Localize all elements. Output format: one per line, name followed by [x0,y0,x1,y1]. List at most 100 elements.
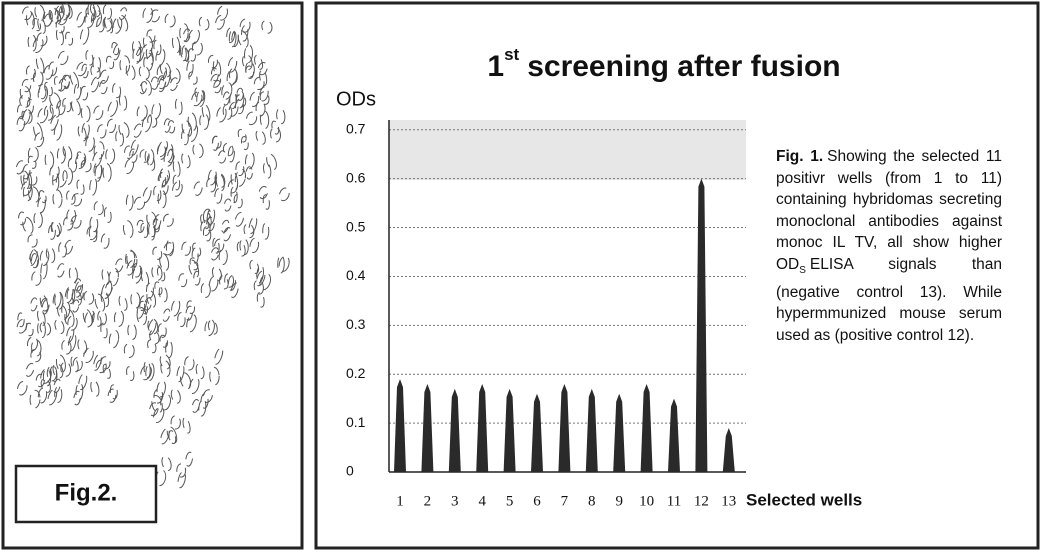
cell [42,9,53,27]
cell [28,248,38,266]
cell [75,152,87,170]
cell [89,2,101,18]
cell [139,300,149,315]
cell [92,150,103,168]
cell [129,148,138,163]
cell [29,389,41,409]
cell [198,16,210,31]
cell [37,84,49,103]
cell [62,3,73,20]
cell [22,216,34,235]
cell [49,92,61,109]
cell [210,73,222,88]
cell [249,237,260,253]
cell [102,163,112,182]
x-tick-label: 1 [396,493,404,509]
cell [152,246,163,260]
cell [21,78,32,93]
cell [80,104,91,123]
cell [55,169,68,188]
cell [75,382,84,401]
cell [108,329,120,349]
cell [145,47,154,65]
cell [254,55,264,70]
cell [62,144,73,161]
cell [62,97,72,113]
cell [90,76,100,93]
cell [236,241,246,257]
cell [195,363,205,380]
cell [259,86,269,102]
cell [259,110,270,130]
cell [97,310,107,326]
cell [196,89,206,107]
cell [204,318,215,337]
cell [226,27,236,44]
cell [235,161,245,177]
cell [178,273,188,288]
x-tick-label: 7 [561,493,569,509]
cell [117,14,129,32]
bar [613,393,626,472]
x-axis-label: Selected wells [746,490,862,509]
cell [180,45,190,63]
cell [123,342,135,358]
cell [226,68,238,86]
cell [155,48,166,66]
cell [31,339,42,357]
cell [142,34,153,52]
cell [206,177,217,193]
cell [278,187,290,202]
cell [230,171,239,190]
cell [180,372,192,390]
bar [476,384,489,472]
cell [58,2,70,21]
cell [245,65,255,79]
cell [21,181,32,196]
cell [73,390,82,406]
cell [26,336,39,352]
cell [271,120,280,135]
cell [147,154,156,171]
cell [145,362,155,382]
caption-sub: S [799,265,806,277]
caption: Fig. 1. Showing the selected 11 positivr … [776,146,1002,346]
cell [125,192,134,211]
cell [66,286,76,305]
cell [221,82,233,100]
bar [695,178,708,472]
cell [40,378,51,393]
cell [200,220,211,237]
y-tick-label: 0.7 [346,120,366,136]
cell [44,81,53,97]
cell [27,172,38,186]
cell [159,252,170,272]
cell [188,28,200,45]
cell [96,17,105,33]
cell [135,46,145,63]
cell [102,363,111,379]
cell [126,366,135,381]
cell [37,196,46,214]
cell [217,150,227,164]
cell [50,221,62,237]
cell [76,179,85,195]
x-tick-label: 3 [451,493,459,509]
cell [151,394,163,414]
y-tick-label: 0.2 [346,365,366,381]
cell [170,388,181,404]
cell [141,113,153,133]
cell [243,44,254,64]
cell [99,80,108,95]
cell [97,124,107,139]
bar [503,388,516,472]
cell [55,354,66,373]
cell [100,290,110,308]
cell [89,215,99,233]
cell [118,121,130,139]
cell [241,24,249,42]
cell [148,222,156,241]
cell [159,61,171,78]
cell [21,108,33,125]
cell [146,290,157,308]
